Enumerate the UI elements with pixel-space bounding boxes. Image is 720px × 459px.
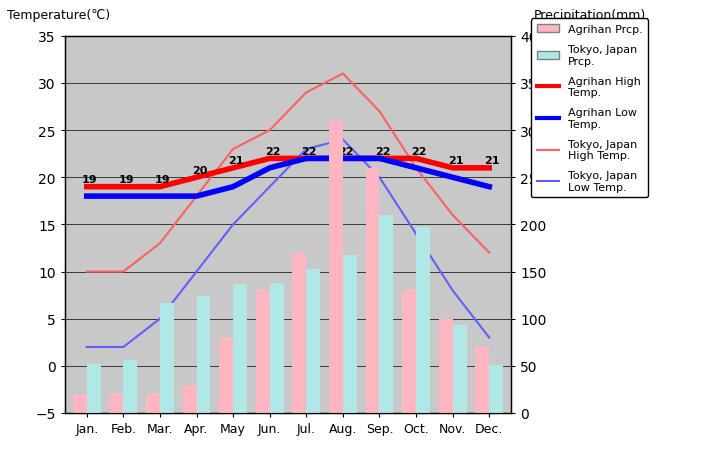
Text: 22: 22 [338,146,354,157]
Bar [109,394,123,413]
Text: 22: 22 [374,146,390,157]
Bar [306,269,320,413]
Bar [256,291,270,413]
Bar [197,297,210,413]
Text: Temperature(℃): Temperature(℃) [6,9,110,22]
Bar [270,283,284,413]
Bar [453,325,467,413]
Bar [329,121,343,413]
Text: 19: 19 [82,174,98,185]
Bar [73,394,86,413]
Text: 19: 19 [119,174,134,185]
Bar [490,365,503,413]
Text: 19: 19 [156,174,171,185]
Bar [123,360,138,413]
Text: 22: 22 [411,146,427,157]
Text: 21: 21 [228,156,244,166]
Bar [160,303,174,413]
Bar [379,215,393,413]
Bar [86,364,101,413]
Text: 22: 22 [302,146,317,157]
Bar [146,394,160,413]
Bar [438,319,453,413]
Bar [292,253,306,413]
Bar [183,385,197,413]
Text: 21: 21 [485,156,500,166]
Bar [233,284,247,413]
Bar [219,338,233,413]
Bar [475,347,490,413]
Text: 20: 20 [192,165,207,175]
Bar [366,168,379,413]
Text: 22: 22 [265,146,281,157]
Text: 21: 21 [448,156,464,166]
Bar [402,291,416,413]
Legend: Agrihan Prcp., Tokyo, Japan
Prcp., Agrihan High
Temp., Agrihan Low
Temp., Tokyo,: Agrihan Prcp., Tokyo, Japan Prcp., Agrih… [531,19,648,198]
Bar [416,228,430,413]
Bar [343,255,357,413]
Text: Precipitation(mm): Precipitation(mm) [534,9,646,22]
